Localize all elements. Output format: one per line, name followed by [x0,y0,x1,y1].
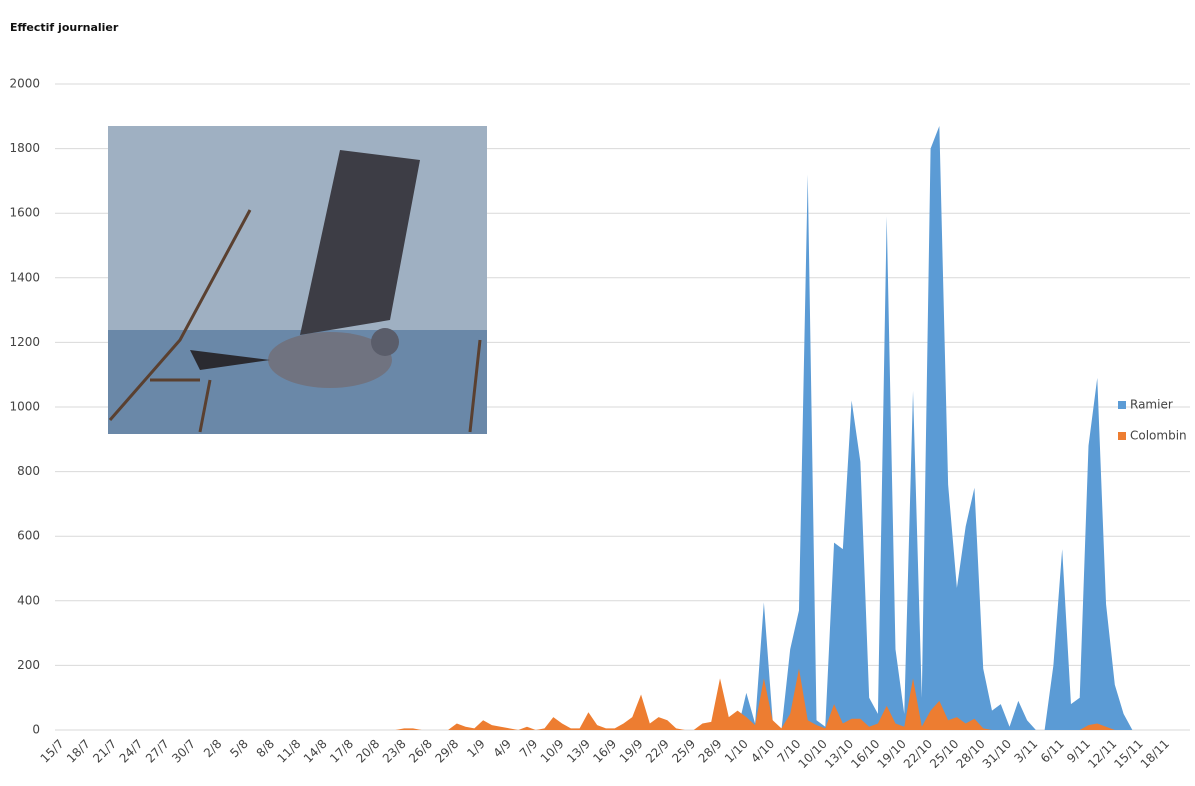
x-tick-label: 16/9 [590,737,619,766]
x-tick-label: 12/11 [1085,737,1119,771]
x-tick-label: 28/9 [696,737,725,766]
x-tick-label: 10/9 [538,737,567,766]
x-tick-label: 4/10 [748,737,777,766]
x-tick-label: 25/9 [669,737,698,766]
x-tick-label: 30/7 [169,737,198,766]
x-tick-label: 22/10 [901,737,935,771]
x-tick-label: 26/8 [406,737,435,766]
area [62,669,1176,730]
x-tick-label: 28/10 [953,737,987,771]
y-tick-label: 0 [32,723,40,737]
x-tick-label: 29/8 [432,737,461,766]
x-tick-label: 13/9 [564,737,593,766]
x-tick-label: 16/10 [848,737,882,771]
x-tick-label: 15/7 [38,737,67,766]
x-tick-label: 24/7 [117,737,146,766]
y-tick-label: 400 [17,593,40,607]
x-tick-label: 3/11 [1011,737,1040,766]
legend-label: Colombin [1130,429,1187,443]
y-tick-label: 1200 [9,335,40,349]
x-tick-label: 14/8 [301,737,330,766]
x-tick-label: 31/10 [980,737,1014,771]
y-tick-label: 200 [17,658,40,672]
x-tick-label: 27/7 [143,737,172,766]
x-tick-label: 10/10 [796,737,830,771]
x-tick-label: 22/9 [643,737,672,766]
x-tick-label: 8/8 [254,737,278,761]
x-tick-label: 18/7 [64,737,93,766]
chart: Effectif journalier 0 200 400 600 800 1000 120… [0,0,1195,782]
x-tick-label: 13/10 [822,737,856,771]
y-tick-label: 600 [17,529,40,543]
x-tick-label: 11/8 [275,737,304,766]
x-tick-label: 19/10 [874,737,908,771]
x-tick-label: 1/10 [722,737,751,766]
x-tick-label: 20/8 [353,737,382,766]
x-tick-label: 18/11 [1138,737,1172,771]
y-tick-label: 2000 [9,77,40,91]
x-tick-label: 1/9 [464,737,488,761]
y-tick-label: 1000 [9,400,40,414]
x-tick-label: 17/8 [327,737,356,766]
y-tick-label: 1600 [9,206,40,220]
y-tick-label: 1800 [9,141,40,155]
x-tick-label: 23/8 [380,737,409,766]
x-tick-label: 2/8 [201,737,225,761]
legend-swatch [1118,432,1126,440]
x-tick-label: 21/7 [90,737,119,766]
legend: Ramier Colombin [1118,398,1187,443]
y-tick-label: 800 [17,464,40,478]
x-tick-label: 7/9 [517,737,541,761]
x-tick-label: 4/9 [490,737,514,761]
x-tick-label: 15/11 [1111,737,1145,771]
legend-label: Ramier [1130,398,1173,412]
x-tick-label: 5/8 [227,737,251,761]
photo [108,126,487,434]
y-tick-label: 1400 [9,270,40,284]
photo-bird-head [371,328,399,356]
chart-title: Effectif journalier [10,21,119,34]
legend-swatch [1118,401,1126,409]
x-tick-label: 25/10 [927,737,961,771]
x-tick-label: 6/11 [1038,737,1067,766]
x-tick-label: 19/9 [617,737,646,766]
